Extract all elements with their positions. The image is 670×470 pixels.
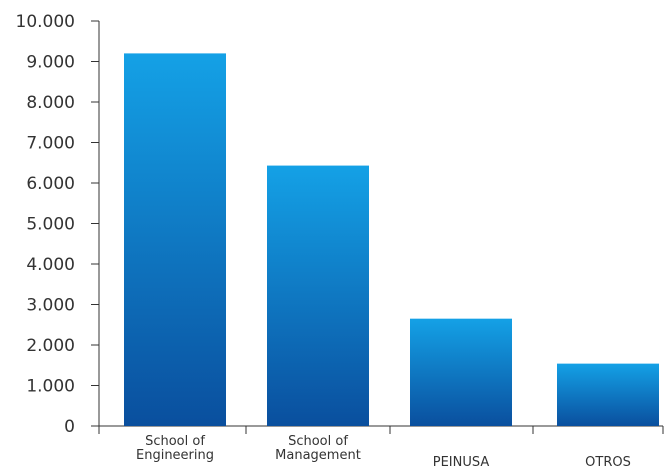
- x-category-label: OTROS: [585, 455, 631, 470]
- bar-school-of-engineering: [124, 53, 226, 427]
- y-tick-label: 8.000: [26, 93, 75, 113]
- y-tick-label: 1.000: [26, 377, 75, 397]
- y-axis: 0 1.000 2.000 3.000 4.000 5.000 6.000 7.000 8.00…: [16, 12, 100, 437]
- y-tick-label: 4.000: [26, 255, 75, 275]
- y-tick-label: 3.000: [26, 296, 75, 316]
- x-axis: [98, 425, 664, 434]
- x-category-label: Engineering: [136, 448, 214, 463]
- y-tick-label: 7.000: [26, 134, 75, 154]
- x-category-label: School of: [145, 434, 205, 449]
- bars: [124, 53, 659, 427]
- y-tick-label: 6.000: [26, 174, 75, 194]
- bar-school-of-management: [267, 165, 369, 426]
- x-category-label: Management: [275, 448, 361, 463]
- x-category-label: PEINUSA: [433, 455, 490, 470]
- y-tick-label: 10.000: [16, 12, 75, 32]
- y-tick-label: 2.000: [26, 336, 75, 356]
- y-tick-label: 9.000: [26, 53, 75, 73]
- bar-peinusa: [410, 318, 512, 426]
- x-category-label: School of: [288, 434, 348, 449]
- y-tick-label: 5.000: [26, 215, 75, 235]
- bar-otros: [557, 363, 659, 426]
- y-tick-label: 0: [64, 417, 75, 437]
